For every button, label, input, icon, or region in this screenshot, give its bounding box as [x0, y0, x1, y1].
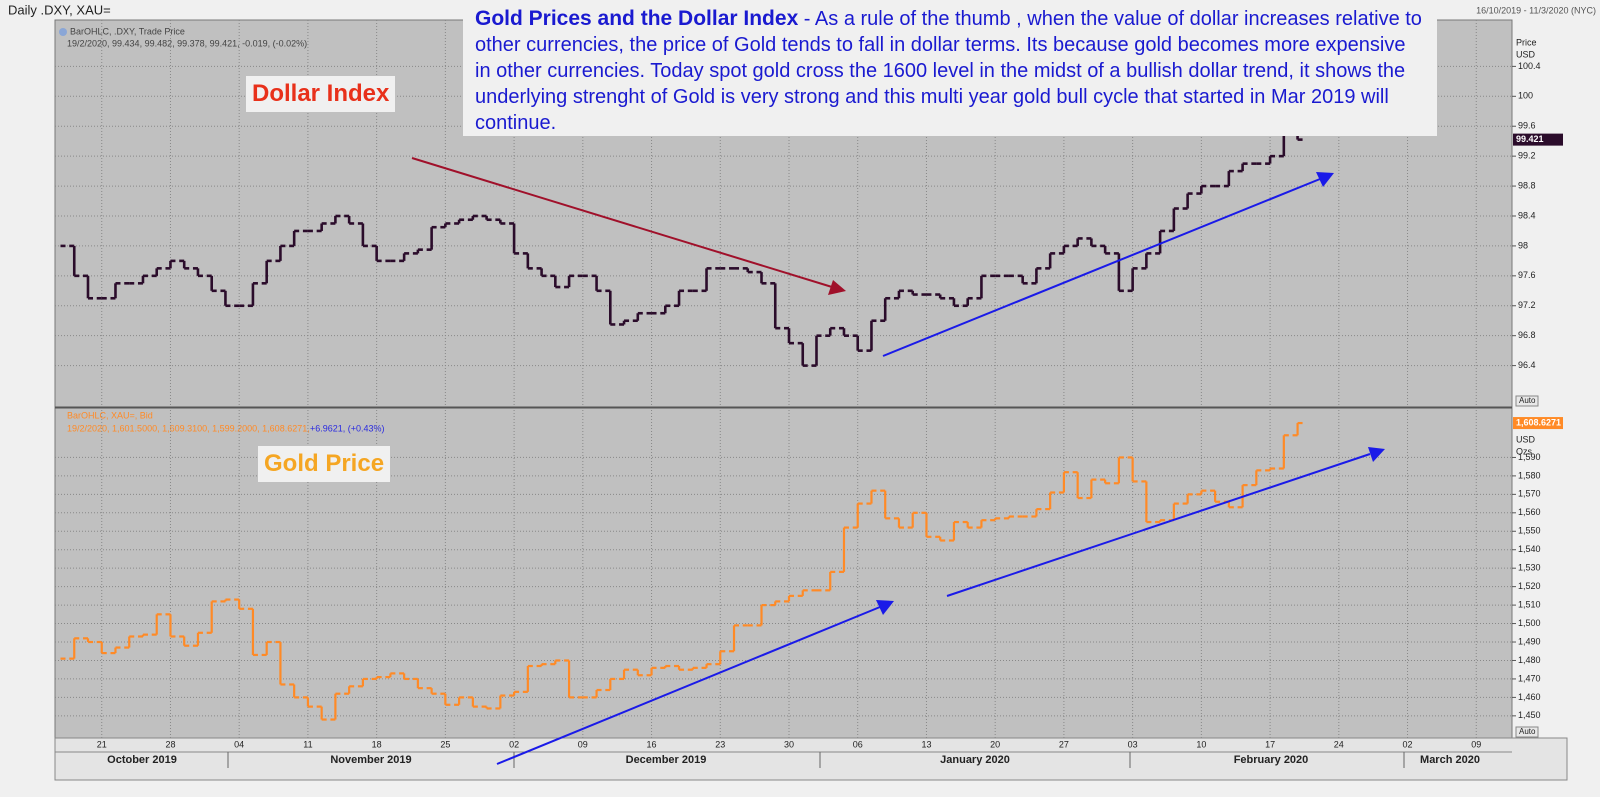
y-tick-label: 1,590	[1518, 452, 1541, 462]
panel-title: Gold Price	[258, 446, 391, 482]
plot-area	[54, 19, 1513, 739]
annotation-title: Gold Prices and the Dollar Index	[475, 7, 799, 30]
month-label: March 2020	[1420, 754, 1480, 766]
x-tick-label: 30	[784, 739, 794, 749]
y-tick-label: 100.4	[1518, 61, 1541, 71]
x-tick-label: 10	[1196, 739, 1206, 749]
y-tick-label: 1,450	[1518, 710, 1541, 720]
y-tick-label: 99.2	[1518, 151, 1536, 161]
scale-mode[interactable]: Auto	[1519, 727, 1536, 736]
axis-label: USD	[1516, 49, 1536, 59]
x-tick-label: 11	[303, 739, 312, 749]
scale-button[interactable]	[1515, 395, 1539, 407]
y-tick-label: 1,500	[1518, 618, 1541, 628]
x-tick-label: 04	[234, 739, 244, 749]
axis-label: Price	[1516, 37, 1537, 47]
x-tick-label: 27	[1059, 739, 1069, 749]
legend-icon	[59, 28, 67, 36]
y-tick-label: 1,570	[1518, 489, 1541, 499]
value-label: 99.421	[1516, 134, 1544, 144]
x-tick-label: 06	[853, 739, 863, 749]
scale-button[interactable]	[1515, 726, 1539, 738]
y-tick-label: 1,520	[1518, 581, 1541, 591]
month-label: November 2019	[330, 754, 411, 766]
y-tick-label: 96.4	[1518, 360, 1536, 370]
value-label-box	[1513, 417, 1563, 430]
x-tick-label: 21	[97, 739, 107, 749]
x-tick-label: 13	[921, 739, 931, 749]
header-title: Daily .DXY, XAU=	[8, 2, 111, 17]
y-tick-label: 1,540	[1518, 544, 1541, 554]
month-label: December 2019	[626, 754, 707, 766]
axis-label: Ozs	[1516, 446, 1533, 456]
y-tick-label: 97.6	[1518, 270, 1536, 280]
y-tick-label: 1,550	[1518, 526, 1541, 536]
y-tick-label: 1,460	[1518, 692, 1541, 702]
scale-mode[interactable]: Auto	[1519, 396, 1536, 405]
value-label-box	[1513, 133, 1563, 146]
month-label: October 2019	[107, 754, 177, 766]
legend-quote: 19/2/2020, 99.434, 99.482, 99.378, 99.42…	[67, 38, 307, 48]
y-tick-label: 98	[1518, 240, 1528, 250]
x-tick-label: 02	[509, 739, 519, 749]
x-tick-label: 23	[715, 739, 725, 749]
annotation-text: - As a rule of the thumb , when the valu…	[475, 8, 1422, 134]
y-tick-label: 1,470	[1518, 673, 1541, 683]
x-tick-label: 03	[1128, 739, 1138, 749]
y-tick-label: 97.2	[1518, 300, 1536, 310]
x-tick-label: 25	[440, 739, 450, 749]
value-label: 1,608.6271	[1516, 417, 1561, 427]
trend-arrows	[411, 157, 1385, 765]
y-tick-label: 1,510	[1518, 599, 1541, 609]
y-tick-label: 98.4	[1518, 210, 1536, 220]
y-tick-label: 1,490	[1518, 636, 1541, 646]
marks: 99.421 1,608.6271	[60, 132, 1563, 721]
x-tick-label: 02	[1403, 739, 1413, 749]
month-separators	[227, 752, 1405, 768]
month-label: February 2020	[1234, 754, 1309, 766]
y-tick-label: 1,530	[1518, 563, 1541, 573]
y-tick-label: 96.8	[1518, 330, 1536, 340]
grid	[55, 20, 1516, 738]
header-range: 16/10/2019 - 11/3/2020 (NYC)	[1476, 5, 1596, 15]
x-tick-label: 28	[165, 739, 175, 749]
x-tick-label: 16	[647, 739, 657, 749]
y-tick-label: 1,580	[1518, 470, 1541, 480]
legend-change: +6.9621, (+0.43%)	[310, 423, 385, 433]
y-tick-label: 100	[1518, 91, 1533, 101]
panel-title: Dollar Index	[246, 76, 396, 112]
x-tick-label: 20	[990, 739, 1000, 749]
legend-quote: 19/2/2020, 1,601.5000, 1,609.3100, 1,599…	[67, 423, 310, 433]
x-tick-label: 17	[1265, 739, 1275, 749]
y-tick-label: 99.6	[1518, 121, 1536, 131]
x-tick-label: 24	[1334, 739, 1344, 749]
legend: BarOHLC, .DXY, Trade Price	[70, 26, 185, 36]
x-tick-label: 09	[1471, 739, 1481, 749]
x-tick-label: 09	[578, 739, 588, 749]
date-axis	[54, 737, 1568, 781]
y-tick-label: 1,480	[1518, 655, 1541, 665]
y-tick-label: 1,560	[1518, 507, 1541, 517]
x-tick-label: 18	[372, 739, 382, 749]
axis-label: USD	[1516, 434, 1536, 444]
annotation: Gold Prices and the Dollar Index - As a …	[463, 3, 1437, 136]
y-tick-label: 98.8	[1518, 180, 1536, 190]
month-label: January 2020	[940, 754, 1010, 766]
legend: BarOHLC, XAU=, Bid	[67, 410, 153, 420]
